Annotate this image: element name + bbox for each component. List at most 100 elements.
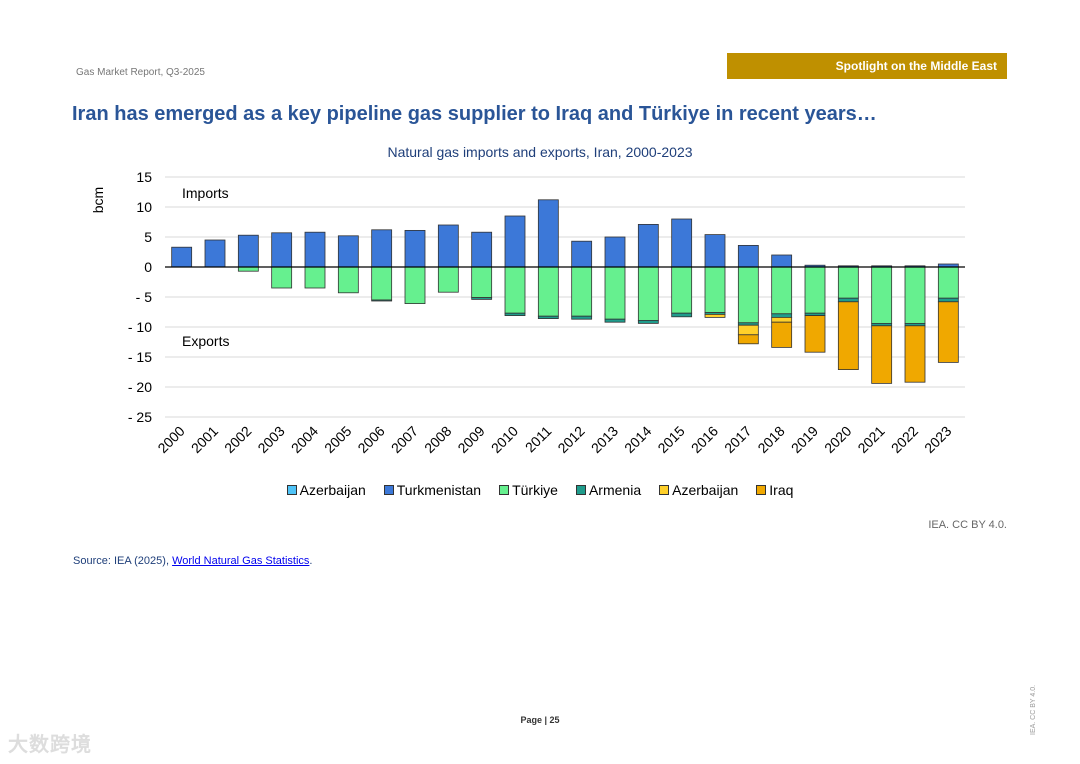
bar-turkiye	[737, 266, 759, 324]
legend-label: Azerbaijan	[672, 482, 739, 498]
x-tick-label: 2015	[654, 423, 687, 456]
x-tick-label: 2016	[688, 423, 721, 456]
page-title: Iran has emerged as a key pipeline gas s…	[72, 103, 877, 125]
x-tick-label: 2002	[221, 423, 254, 456]
x-tick-label: 2006	[354, 423, 387, 456]
bar-turkiye	[904, 266, 926, 324]
bar-azerbaijan_exp	[737, 324, 759, 336]
bar-armenia	[504, 312, 526, 317]
bar-iraq	[771, 321, 793, 348]
source-prefix: Source: IEA (2025),	[73, 555, 173, 567]
bar-turkiye	[371, 266, 393, 301]
bar-armenia	[471, 297, 493, 300]
x-tick-label: 2012	[554, 423, 587, 456]
x-tick-label: 2001	[188, 423, 221, 456]
bar-turkiye	[537, 266, 559, 317]
x-tick-label: 2007	[388, 423, 421, 456]
legend-item-turkiye: Türkiye	[499, 482, 558, 498]
bar-turkmenistan	[437, 224, 459, 268]
bar-turkiye	[504, 266, 526, 314]
bar-iraq	[837, 301, 859, 370]
y-tick-label: 15	[136, 169, 152, 185]
bar-armenia	[537, 315, 559, 320]
bar-turkmenistan	[404, 229, 426, 268]
bar-turkiye	[404, 266, 426, 304]
x-tick-label: 2000	[154, 423, 187, 456]
bar-turkiye	[637, 266, 659, 321]
legend-item-azerbaijan_exp: Azerbaijan	[659, 482, 738, 498]
bar-turkmenistan	[337, 235, 359, 268]
bar-turkiye	[604, 266, 626, 320]
bar-turkiye	[937, 266, 959, 299]
x-tick-label: 2011	[522, 423, 555, 456]
bar-iraq	[871, 325, 893, 384]
y-tick-label: - 20	[128, 379, 152, 395]
bar-armenia	[571, 315, 593, 320]
bar-turkiye	[337, 266, 359, 294]
y-tick-label: - 10	[128, 319, 152, 335]
legend-swatch	[286, 485, 297, 495]
y-axis-label: bcm	[90, 187, 106, 213]
x-tick-label: 2005	[321, 423, 354, 456]
bar-iraq	[737, 334, 759, 345]
y-tick-label: 10	[136, 199, 152, 215]
bar-turkmenistan	[237, 234, 259, 268]
source-suffix: .	[309, 555, 313, 567]
x-tick-label: 2020	[821, 423, 854, 456]
legend-label: Iraq	[769, 482, 794, 498]
bar-turkmenistan	[671, 218, 693, 268]
x-tick-label: 2010	[488, 423, 521, 456]
bar-turkmenistan	[637, 223, 659, 268]
legend-item-turkmenistan: Turkmenistan	[383, 482, 482, 498]
bar-turkmenistan	[704, 234, 726, 268]
x-tick-label: 2013	[588, 423, 621, 456]
bar-turkmenistan	[604, 236, 626, 268]
bar-azerbaijan_exp	[771, 316, 793, 323]
bar-turkmenistan	[571, 240, 593, 268]
x-tick-label: 2022	[888, 423, 921, 456]
bar-armenia	[837, 297, 859, 303]
bar-iraq	[937, 301, 959, 363]
bar-turkiye	[571, 266, 593, 317]
source-link[interactable]: World Natural Gas Statistics	[172, 555, 310, 567]
y-tick-label: - 15	[128, 349, 152, 365]
bar-turkiye	[671, 266, 693, 314]
bar-armenia	[771, 313, 793, 318]
exports-annotation: Exports	[182, 333, 229, 349]
vertical-credit: IEA. CC BY 4.0.	[1030, 684, 1037, 735]
bar-turkiye	[871, 266, 893, 324]
report-name: Gas Market Report, Q3-2025	[76, 67, 205, 78]
bar-armenia	[637, 319, 659, 324]
legend-label: Turkmenistan	[396, 482, 482, 498]
x-tick-label: 2021	[854, 423, 887, 456]
watermark-logo: 大数跨境	[8, 734, 92, 756]
bar-azerbaijan_exp	[704, 313, 726, 318]
x-tick-label: 2014	[621, 423, 654, 456]
bar-chart: 15 10 5 0 - 5 - 10 - 15 - 20 - 25 bcm Imports Expor…	[90, 169, 965, 456]
bar-turkmenistan	[771, 254, 793, 268]
bar-turkmenistan	[271, 232, 293, 268]
legend-label: Türkiye	[512, 482, 558, 498]
legend-swatch	[575, 485, 586, 495]
legend-swatch	[383, 485, 394, 495]
chart-title: Natural gas imports and exports, Iran, 2…	[387, 144, 693, 160]
y-tick-label: - 5	[136, 289, 153, 305]
y-tick-label: 5	[144, 229, 152, 245]
bar-iraq	[804, 315, 826, 353]
x-tick-label: 2004	[288, 423, 321, 456]
legend-item-azerbaijan_imp: Azerbaijan	[286, 482, 366, 498]
x-tick-label: 2017	[721, 423, 754, 456]
legend-swatch	[659, 485, 670, 495]
bar-turkmenistan	[737, 244, 759, 268]
y-tick-label: 0	[144, 259, 152, 275]
legend-item-iraq: Iraq	[756, 482, 793, 498]
bar-turkiye	[471, 266, 493, 299]
bar-turkiye	[437, 266, 459, 293]
bar-turkiye	[271, 266, 293, 289]
bar-armenia	[937, 297, 959, 303]
bar-turkmenistan	[371, 229, 393, 268]
y-tick-label: - 25	[128, 409, 152, 425]
source-note: Source: IEA (2025), World Natural Gas St…	[73, 555, 312, 567]
bar-armenia	[371, 299, 393, 302]
x-tick-label: 2019	[788, 423, 821, 456]
